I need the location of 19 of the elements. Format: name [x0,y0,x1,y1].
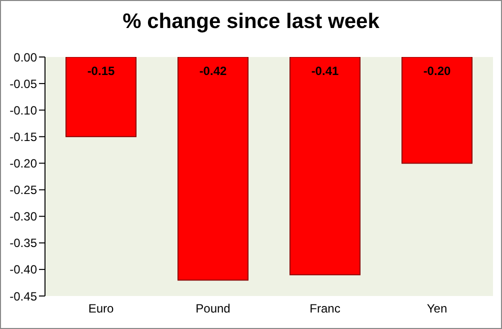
y-tick-label: 0.00 [14,50,38,64]
y-tick-label: -0.30 [10,210,38,224]
data-label: -0.15 [87,64,115,78]
x-tick-label: Franc [310,302,340,316]
x-tick-label: Pound [196,302,230,316]
y-tick-label: -0.25 [10,183,38,198]
x-tick-label: Yen [426,302,448,316]
y-tick-label: -0.20 [10,156,38,170]
y-tick-label: -0.40 [10,262,38,277]
y-tick-label: -0.35 [10,236,38,250]
y-tick-label: -0.05 [10,76,38,91]
data-label: -0.20 [423,64,451,78]
x-tick-label: Euro [88,302,114,316]
y-tick-label: -0.45 [10,289,38,304]
y-tick-label: -0.10 [10,103,38,118]
y-tick-label: -0.15 [10,130,38,144]
data-label: -0.42 [199,64,227,78]
chart-title: % change since last week [122,10,380,34]
data-label: -0.41 [311,64,339,78]
